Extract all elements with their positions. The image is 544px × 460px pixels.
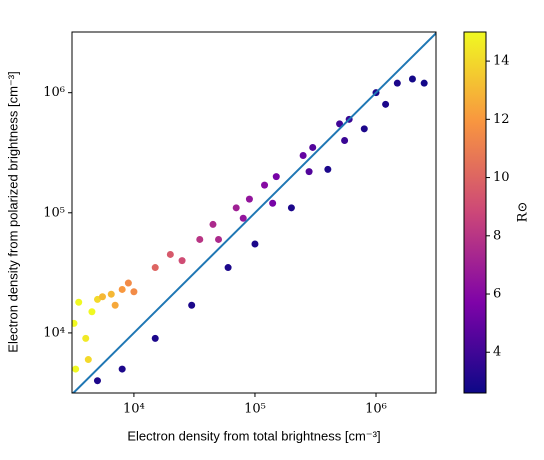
point <box>324 165 332 173</box>
x-tick-label: 10⁴ <box>123 402 145 417</box>
point <box>107 290 115 298</box>
y-tick-label: 10⁶ <box>43 85 65 100</box>
point <box>93 377 101 385</box>
point <box>166 250 174 258</box>
colorbar-tick-label: 6 <box>493 287 501 302</box>
point <box>209 220 217 228</box>
y-tick-label: 10⁴ <box>43 325 65 340</box>
point <box>382 100 390 108</box>
point <box>336 120 344 128</box>
x-tick-label: 10⁶ <box>365 402 387 417</box>
point <box>393 79 401 87</box>
reference-line <box>72 32 436 393</box>
y-tick-label: 10⁵ <box>43 205 65 220</box>
point <box>232 204 240 212</box>
colorbar-tick-label: 12 <box>493 112 510 127</box>
point <box>75 298 83 306</box>
point <box>82 334 90 342</box>
point <box>239 214 247 222</box>
point <box>130 288 138 296</box>
plot-area <box>72 32 436 393</box>
point <box>196 235 204 243</box>
point <box>84 356 92 364</box>
point <box>309 143 317 151</box>
point <box>341 136 349 144</box>
point <box>299 151 307 159</box>
point <box>98 293 106 301</box>
point <box>118 285 126 293</box>
point <box>360 125 368 133</box>
point <box>88 308 96 316</box>
y-axis-label: Electron density from polarized brightne… <box>5 71 20 352</box>
colorbar-tick-label: 10 <box>493 170 510 185</box>
x-axis-label: Electron density from total brightness [… <box>127 428 380 443</box>
colorbar-tick-label: 4 <box>493 345 501 360</box>
point <box>118 365 126 373</box>
point <box>408 75 416 83</box>
point <box>245 195 253 203</box>
point <box>305 168 313 176</box>
point <box>178 257 186 265</box>
point <box>269 199 277 207</box>
point <box>287 204 295 212</box>
point <box>151 264 159 272</box>
point <box>261 181 269 189</box>
point <box>251 240 259 248</box>
point <box>72 365 80 373</box>
point <box>420 79 428 87</box>
colorbar-tick-label: 8 <box>493 228 501 243</box>
point <box>124 279 132 287</box>
colorbar-label: R⊙ <box>516 202 531 223</box>
colorbar-tick-label: 14 <box>493 54 510 69</box>
point <box>188 301 196 309</box>
point <box>72 319 78 327</box>
point <box>111 301 119 309</box>
point <box>224 264 232 272</box>
point <box>151 334 159 342</box>
x-tick-label: 10⁵ <box>244 402 266 417</box>
colorbar <box>463 31 487 394</box>
point <box>215 235 223 243</box>
point <box>272 173 280 181</box>
